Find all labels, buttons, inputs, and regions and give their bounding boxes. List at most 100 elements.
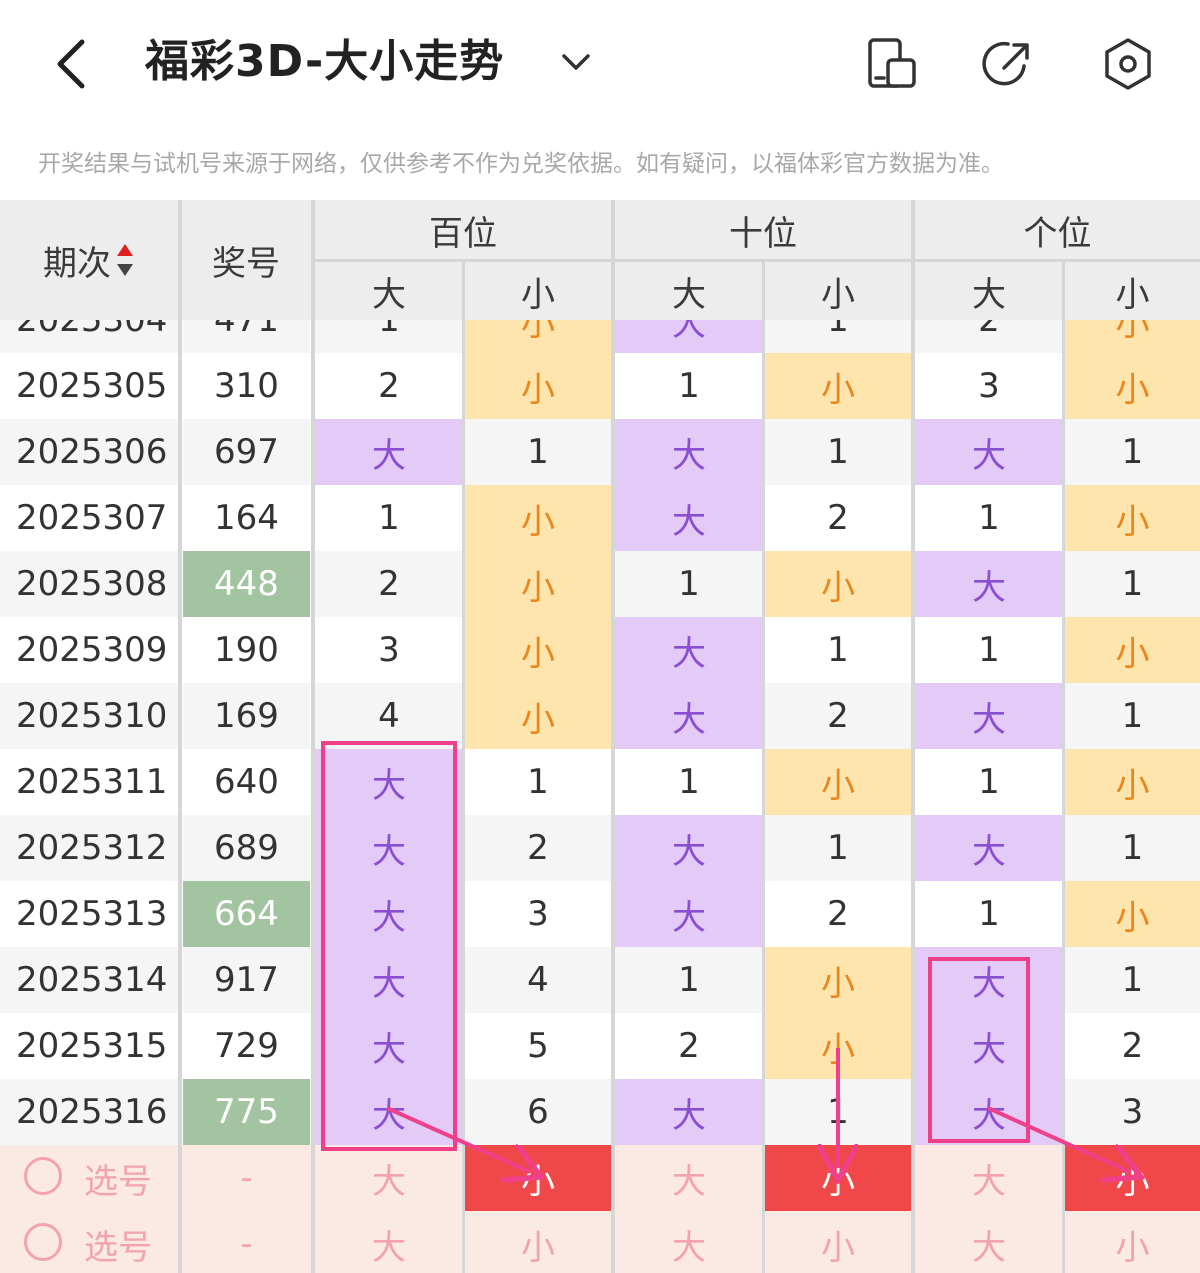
units-small-cell: 1	[1065, 551, 1200, 617]
units-big-cell: 3	[915, 353, 1063, 419]
hundreds-big-cell: 大	[315, 1079, 463, 1145]
hundreds-small-cell: 小	[465, 485, 611, 551]
table-body[interactable]: 2025304 471 1 小大 1 2 小 2025305 310 2 小 1 小 3 小 2025306 6…	[0, 320, 1200, 1273]
hundreds-big-pick-button[interactable]: 大	[372, 1227, 406, 1268]
tens-small-pick-button[interactable]: 小	[765, 1145, 911, 1211]
tens-small-cell: 2	[765, 881, 911, 947]
tens-group-header: 十位	[729, 213, 797, 254]
column-divider	[1062, 260, 1065, 1273]
tens-big-cell: 大	[615, 485, 763, 551]
select-radio[interactable]	[24, 1157, 62, 1195]
tens-big-header: 大	[672, 274, 706, 315]
issue-cell: 2025314	[0, 947, 178, 1013]
sort-icon[interactable]	[115, 240, 135, 280]
issue-cell: 2025304	[0, 320, 178, 353]
hundreds-big-cell: 2	[315, 551, 463, 617]
tens-small-cell: 小	[765, 353, 911, 419]
column-divider	[311, 200, 315, 1273]
top-bar: 福彩3D-大小走势	[0, 0, 1200, 128]
hundreds-big-cell: 大	[315, 881, 463, 947]
tens-small-pick-button[interactable]: 小	[821, 1227, 855, 1268]
hundreds-small-header: 小	[521, 274, 555, 315]
selector-label[interactable]: 选号	[84, 1161, 152, 1202]
units-big-cell: 大	[915, 1013, 1063, 1079]
back-button[interactable]	[40, 28, 110, 98]
units-small-cell: 1	[1065, 419, 1200, 485]
units-small-pick-button[interactable]: 小	[1115, 1227, 1150, 1268]
units-small-pick-button[interactable]: 小	[1065, 1145, 1200, 1211]
hundreds-small-cell: 6	[465, 1079, 611, 1145]
chevron-down-icon	[562, 54, 590, 70]
hundreds-big-cell: 大	[315, 419, 463, 485]
tens-big-cell: 大	[615, 320, 763, 353]
winning-number-cell: 640	[183, 749, 310, 815]
issue-cell: 2025305	[0, 353, 178, 419]
tens-small-cell: 小	[765, 551, 911, 617]
hundreds-big-pick-button[interactable]: 大	[372, 1161, 406, 1202]
selector-row: 选号 - 大 小 大 小 大 小	[0, 1211, 1200, 1273]
units-small-cell: 3	[1065, 1079, 1200, 1145]
units-small-cell: 小	[1065, 485, 1200, 551]
tens-big-pick-button[interactable]: 大	[672, 1227, 706, 1268]
tens-big-cell: 2	[615, 1013, 763, 1079]
units-big-pick-button[interactable]: 大	[972, 1227, 1006, 1268]
title-dropdown-button[interactable]	[556, 42, 596, 82]
chevron-left-icon	[57, 39, 85, 89]
hundreds-big-cell: 大	[315, 749, 463, 815]
hundreds-small-cell: 2	[465, 815, 611, 881]
units-small-cell: 小	[1065, 749, 1200, 815]
selector-label[interactable]: 选号	[84, 1227, 152, 1268]
column-divider	[762, 260, 765, 1273]
hundreds-small-cell: 1	[465, 419, 611, 485]
units-small-cell: 1	[1065, 683, 1200, 749]
hundreds-group-header: 百位	[429, 213, 497, 254]
hexagon-settings-icon	[1105, 38, 1151, 90]
table-row: 2025310 169 4 小大 2 大 1	[0, 683, 1200, 749]
settings-button[interactable]	[1100, 36, 1156, 92]
tens-big-cell: 大	[615, 617, 763, 683]
tens-big-cell: 大	[615, 683, 763, 749]
layout-toggle-button[interactable]	[864, 36, 920, 92]
units-big-cell: 1	[915, 749, 1063, 815]
units-big-header: 大	[972, 274, 1006, 315]
issue-cell: 2025312	[0, 815, 178, 881]
winning-number-cell: 471	[183, 320, 310, 353]
tens-small-cell: 1	[765, 1079, 911, 1145]
units-big-cell: 大	[915, 419, 1063, 485]
winning-number-cell: 664	[183, 881, 310, 947]
tens-big-cell: 1	[615, 749, 763, 815]
tens-small-cell: 1	[765, 419, 911, 485]
issue-cell: 2025311	[0, 749, 178, 815]
hundreds-small-cell: 小	[465, 320, 611, 353]
issue-column-header[interactable]: 期次	[0, 200, 178, 320]
units-big-pick-button[interactable]: 大	[972, 1161, 1006, 1202]
table-row: 2025305 310 2 小 1 小 3 小	[0, 353, 1200, 419]
units-small-cell: 小	[1065, 353, 1200, 419]
hundreds-small-pick-button[interactable]: 小	[465, 1145, 611, 1211]
issue-cell: 2025308	[0, 551, 178, 617]
tens-small-header: 小	[821, 274, 855, 315]
winning-number-cell: 310	[183, 353, 310, 419]
header-divider	[312, 259, 1200, 262]
tens-big-cell: 大	[615, 1079, 763, 1145]
select-radio[interactable]	[24, 1223, 62, 1261]
hundreds-small-pick-button[interactable]: 小	[521, 1227, 555, 1268]
tens-big-pick-button[interactable]: 大	[672, 1161, 706, 1202]
hundreds-small-cell: 小	[465, 551, 611, 617]
hundreds-small-cell: 小	[465, 617, 611, 683]
hundreds-big-header: 大	[372, 274, 406, 315]
tens-big-cell: 大	[615, 881, 763, 947]
share-button[interactable]	[980, 36, 1036, 92]
page-title[interactable]: 福彩3D-大小走势	[145, 36, 505, 87]
units-big-cell: 大	[915, 1079, 1063, 1145]
hundreds-small-cell: 1	[465, 749, 611, 815]
column-divider	[911, 200, 915, 1273]
device-layout-icon	[868, 38, 916, 88]
hundreds-small-cell: 小	[465, 683, 611, 749]
winning-number-cell: 169	[183, 683, 310, 749]
disclaimer-notice: 开奖结果与试机号来源于网络，仅供参考不作为兑奖依据。如有疑问，以福体彩官方数据为…	[38, 151, 1004, 177]
units-small-cell: 1	[1065, 815, 1200, 881]
tens-small-cell: 1	[765, 815, 911, 881]
units-small-header: 小	[1115, 274, 1150, 315]
table-header: 期次 奖号 百位 十位 个位 大 小 大 小 大 小	[0, 200, 1200, 320]
